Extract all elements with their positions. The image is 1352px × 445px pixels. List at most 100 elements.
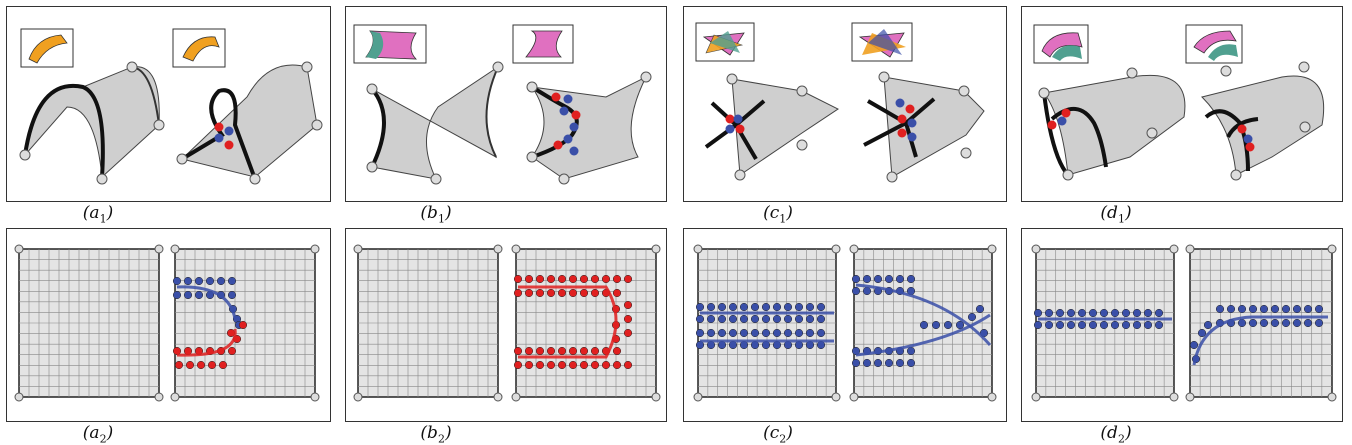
blue-sample-point bbox=[862, 286, 872, 296]
caption-d1: (d1) bbox=[1100, 203, 1132, 226]
red-sample-point bbox=[172, 346, 182, 356]
corner-point bbox=[310, 392, 320, 402]
corner-point bbox=[831, 392, 841, 402]
blue-sample-point bbox=[862, 274, 872, 284]
blue-fitted-curve bbox=[855, 313, 991, 357]
red-sample-point bbox=[590, 346, 600, 356]
blue-sample-point bbox=[183, 290, 193, 300]
red-sample-point bbox=[568, 288, 578, 298]
caption-c1: (c1) bbox=[763, 203, 793, 226]
blue-sample-point bbox=[884, 358, 894, 368]
blue-sample-point bbox=[1303, 304, 1313, 314]
red-sample-point bbox=[535, 346, 545, 356]
red-sample-point bbox=[535, 288, 545, 298]
red-sample-point bbox=[612, 346, 622, 356]
corner-point bbox=[493, 244, 503, 254]
blue-sample-point bbox=[1110, 320, 1120, 330]
red-sample-point bbox=[568, 360, 578, 370]
blue-sample-point bbox=[227, 290, 237, 300]
blue-sample-point bbox=[750, 328, 760, 338]
blue-sample-point bbox=[805, 314, 815, 324]
red-sample-point bbox=[546, 288, 556, 298]
parameter-grid-a2 bbox=[14, 244, 320, 402]
red-sample-point bbox=[546, 346, 556, 356]
blue-sample-point bbox=[695, 314, 705, 324]
blue-fitted-curve bbox=[855, 283, 992, 346]
red-sample-point bbox=[524, 274, 534, 284]
red-sample-point bbox=[579, 274, 589, 284]
blue-sample-point bbox=[1259, 318, 1269, 328]
blue-sample-point bbox=[1110, 308, 1120, 318]
blue-sample-point bbox=[794, 314, 804, 324]
blue-sample-point bbox=[1099, 320, 1109, 330]
blue-sample-point bbox=[943, 320, 953, 330]
blue-sample-point bbox=[1055, 320, 1065, 330]
blue-sample-point bbox=[931, 320, 941, 330]
blue-sample-point bbox=[1154, 320, 1164, 330]
surface-diagram-d1 bbox=[1033, 24, 1325, 181]
blue-sample-point bbox=[772, 328, 782, 338]
red-sample-point bbox=[557, 346, 567, 356]
blue-sample-point bbox=[873, 358, 883, 368]
red-sample-point bbox=[207, 360, 217, 370]
red-sample-point bbox=[590, 360, 600, 370]
blue-sample-point bbox=[884, 274, 894, 284]
corner-point bbox=[1169, 244, 1179, 254]
blue-sample-point bbox=[739, 328, 749, 338]
caption-a2: (a2) bbox=[82, 423, 114, 445]
blue-sample-point bbox=[783, 328, 793, 338]
red-sample-point bbox=[185, 360, 195, 370]
blue-sample-point bbox=[706, 302, 716, 312]
blue-sample-point bbox=[227, 276, 237, 286]
blue-sample-point bbox=[761, 314, 771, 324]
red-sample-point bbox=[227, 346, 237, 356]
panel-d2 bbox=[1021, 228, 1343, 422]
red-sample-point bbox=[623, 360, 633, 370]
blue-sample-point bbox=[1077, 308, 1087, 318]
red-sample-point bbox=[568, 274, 578, 284]
blue-sample-point bbox=[1143, 308, 1153, 318]
blue-sample-point bbox=[1189, 340, 1199, 350]
corner-point bbox=[693, 392, 703, 402]
blue-sample-point bbox=[1270, 318, 1280, 328]
blue-sample-point bbox=[816, 314, 826, 324]
corner-point bbox=[1185, 392, 1195, 402]
red-sample-point bbox=[535, 274, 545, 284]
blue-sample-point bbox=[1197, 328, 1207, 338]
blue-sample-point bbox=[805, 328, 815, 338]
blue-fitted-curve bbox=[176, 285, 237, 320]
red-sample-point bbox=[590, 274, 600, 284]
red-sample-point bbox=[546, 360, 556, 370]
parameter-grid-c2 bbox=[693, 244, 997, 402]
blue-sample-point bbox=[761, 302, 771, 312]
corner-point bbox=[849, 244, 859, 254]
corner-point bbox=[1327, 244, 1337, 254]
panel-d1 bbox=[1021, 6, 1343, 202]
blue-sample-point bbox=[172, 276, 182, 286]
panel-a2 bbox=[6, 228, 331, 422]
corner-point bbox=[511, 244, 521, 254]
panel-c1 bbox=[683, 6, 1007, 202]
blue-sample-point bbox=[772, 302, 782, 312]
red-sample-point bbox=[612, 360, 622, 370]
blue-sample-point bbox=[695, 302, 705, 312]
blue-sample-point bbox=[216, 276, 226, 286]
corner-point bbox=[511, 392, 521, 402]
blue-sample-point bbox=[1033, 308, 1043, 318]
blue-sample-point bbox=[728, 314, 738, 324]
red-sample-point bbox=[623, 300, 633, 310]
grid-left bbox=[693, 244, 841, 402]
blue-sample-point bbox=[851, 358, 861, 368]
blue-sample-point bbox=[975, 304, 985, 314]
blue-sample-point bbox=[895, 274, 905, 284]
corner-point bbox=[1031, 244, 1041, 254]
red-sample-point bbox=[524, 360, 534, 370]
blue-sample-point bbox=[816, 302, 826, 312]
corner-point bbox=[170, 244, 180, 254]
blue-sample-point bbox=[706, 328, 716, 338]
corner-point bbox=[14, 244, 24, 254]
red-sample-point bbox=[535, 360, 545, 370]
corner-point bbox=[651, 392, 661, 402]
blue-sample-point bbox=[906, 274, 916, 284]
red-sample-point bbox=[557, 288, 567, 298]
